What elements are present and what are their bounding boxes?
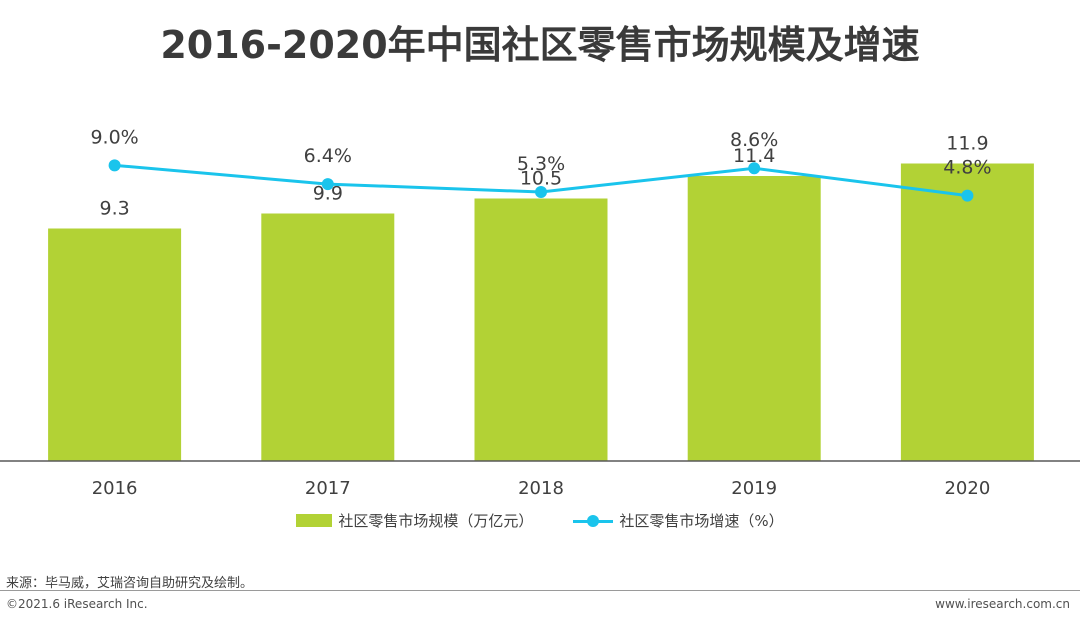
- legend-bar-swatch: [296, 514, 333, 527]
- source-note: 来源：毕马威，艾瑞咨询自助研究及绘制。: [6, 576, 254, 591]
- x-tick-2019: 2019: [731, 478, 777, 499]
- copyright-text: ©2021.6 iResearch Inc.: [6, 597, 148, 611]
- x-tick-2020: 2020: [944, 478, 990, 499]
- legend-item-line: 社区零售市场增速（%）: [573, 510, 784, 531]
- bar-2020: [900, 163, 1034, 461]
- growth-point-2018: [535, 186, 547, 199]
- x-tick-2016: 2016: [92, 478, 138, 499]
- growth-point-2016: [108, 159, 121, 172]
- growth-label-2017: 6.4%: [304, 145, 352, 167]
- bar-2019: [687, 176, 821, 461]
- growth-point-2019: [748, 162, 761, 175]
- growth-label-2020: 4.8%: [943, 157, 991, 179]
- bar-2018: [474, 198, 608, 461]
- growth-label-2016: 9.0%: [90, 126, 138, 148]
- growth-label-2019: 8.6%: [730, 129, 778, 151]
- bar-label-2018: 10.5: [520, 168, 562, 190]
- bar-label-2016: 9.3: [99, 198, 129, 220]
- chart-title: 2016-2020年中国社区零售市场规模及增速: [160, 23, 920, 67]
- chart-canvas: 9.3 2016 9.9 2017 10.5 2018 11.4 2019 11.9 2020 9.…: [0, 126, 1080, 499]
- legend-line-label: 社区零售市场增速（%）: [619, 512, 784, 530]
- bar-2017: [261, 213, 395, 461]
- x-tick-2017: 2017: [305, 478, 351, 499]
- legend-item-bar: 社区零售市场规模（万亿元）: [296, 510, 533, 531]
- growth-point-2017: [321, 178, 334, 191]
- chart-legend: 社区零售市场规模（万亿元） 社区零售市场增速（%）: [0, 510, 1080, 531]
- bar-label-2017: 9.9: [313, 183, 343, 205]
- legend-bar-label: 社区零售市场规模（万亿元）: [338, 512, 534, 530]
- growth-point-2020: [961, 189, 974, 202]
- bar-2016: [48, 228, 182, 461]
- website-link[interactable]: www.iresearch.com.cn: [935, 597, 1070, 611]
- x-tick-2018: 2018: [518, 478, 564, 499]
- bar-label-2020: 11.9: [946, 133, 988, 155]
- growth-label-2018: 5.3%: [517, 153, 565, 175]
- legend-line-swatch: [573, 514, 614, 528]
- footer-divider: [0, 590, 1080, 591]
- bar-label-2019: 11.4: [733, 145, 775, 167]
